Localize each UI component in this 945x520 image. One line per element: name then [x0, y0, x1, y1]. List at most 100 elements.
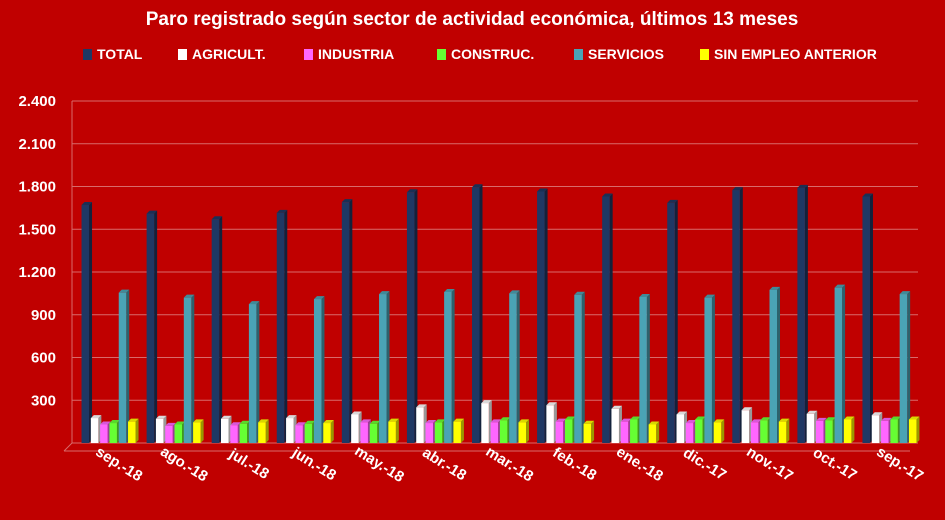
bar-top	[155, 415, 167, 419]
bar	[128, 418, 139, 443]
bar-front	[695, 419, 703, 443]
bar-side	[916, 416, 920, 443]
bar	[118, 289, 130, 443]
bar-front	[323, 423, 331, 443]
bar-front	[648, 424, 657, 443]
bar-top	[295, 422, 306, 426]
bar-front	[611, 408, 619, 443]
bar	[843, 416, 855, 443]
axis-floor-edge	[63, 442, 73, 452]
bar-top	[351, 411, 362, 415]
bar	[146, 210, 158, 443]
legend-label: SIN EMPLEO ANTERIOR	[714, 46, 877, 62]
bars	[81, 184, 920, 444]
bar-side	[451, 288, 455, 443]
legend-label: TOTAL	[97, 46, 143, 62]
bar	[667, 199, 678, 443]
bar-top	[444, 288, 455, 292]
bar-side	[479, 184, 483, 443]
bar-top	[258, 419, 269, 423]
bar-top	[388, 418, 399, 422]
bar	[100, 421, 111, 443]
bar-top	[472, 184, 483, 188]
bar-top	[313, 296, 325, 300]
bar	[453, 418, 464, 443]
bar-top	[825, 417, 836, 421]
bar-front	[704, 297, 712, 443]
bar	[583, 420, 595, 443]
bar-top	[183, 294, 195, 298]
bar	[248, 301, 260, 443]
bar-front	[379, 294, 387, 443]
bar-front	[797, 187, 805, 443]
bar	[881, 417, 892, 443]
bar-front	[118, 292, 127, 443]
bar-top	[806, 410, 818, 414]
bar	[704, 294, 715, 443]
bar	[732, 187, 743, 443]
bar-top	[537, 188, 548, 192]
bar	[481, 400, 492, 443]
bar	[220, 415, 232, 443]
bar	[406, 189, 418, 443]
legend: TOTAL AGRICULT. INDUSTRIA CONSTRUC. SERVICIO…	[83, 46, 877, 62]
bar	[211, 216, 223, 443]
bar-top	[425, 420, 437, 424]
bar-side	[609, 193, 613, 443]
bar	[490, 419, 502, 443]
bar-top	[499, 417, 511, 421]
bar-front	[713, 422, 722, 443]
bar	[351, 411, 362, 443]
bar	[899, 291, 911, 443]
bar	[620, 418, 632, 443]
bar-front	[639, 296, 647, 443]
bar	[695, 416, 706, 443]
bar-side	[786, 418, 790, 443]
bar-side	[721, 419, 725, 443]
bar	[797, 184, 808, 444]
bar-top	[81, 202, 93, 206]
bar-top	[908, 416, 920, 420]
bar	[778, 418, 790, 443]
bar-front	[444, 291, 452, 443]
bar	[509, 290, 520, 443]
bar-front	[416, 407, 424, 443]
bar	[379, 291, 390, 443]
bar-top	[815, 417, 827, 421]
bar-front	[890, 419, 898, 443]
bar-top	[862, 193, 873, 197]
bar-side	[544, 188, 548, 443]
bar-top	[416, 404, 427, 408]
bar	[472, 184, 483, 443]
bar	[341, 199, 353, 443]
bar-side	[126, 289, 130, 443]
legend-swatch	[83, 49, 92, 60]
bar	[611, 405, 622, 443]
bar	[769, 286, 781, 443]
bar-front	[109, 423, 117, 443]
bar-front	[174, 424, 183, 443]
x-axis: sep.-18 ago.-18 jul.-18 jun.-18 may.-18 abr.-…	[92, 442, 926, 485]
bar-front	[908, 419, 917, 443]
bar-front	[425, 423, 434, 443]
x-tick-label: oct.-17	[810, 444, 860, 484]
bar-front	[360, 422, 368, 443]
bar	[760, 417, 771, 443]
bar-front	[620, 421, 629, 443]
bar-front	[341, 202, 350, 443]
bar	[741, 407, 753, 443]
bar-top	[639, 293, 650, 297]
bar-front	[313, 299, 322, 443]
bar	[862, 193, 873, 443]
bar	[815, 417, 827, 443]
bar-front	[574, 294, 582, 443]
x-tick-label: jun.-18	[288, 444, 339, 485]
bar-top	[611, 405, 622, 409]
bar-front	[509, 293, 517, 443]
bar	[109, 420, 120, 443]
bar	[388, 418, 399, 443]
bar-side	[526, 419, 529, 443]
bar-top	[434, 419, 446, 423]
bar-side	[739, 187, 743, 443]
bar-side	[135, 418, 139, 443]
